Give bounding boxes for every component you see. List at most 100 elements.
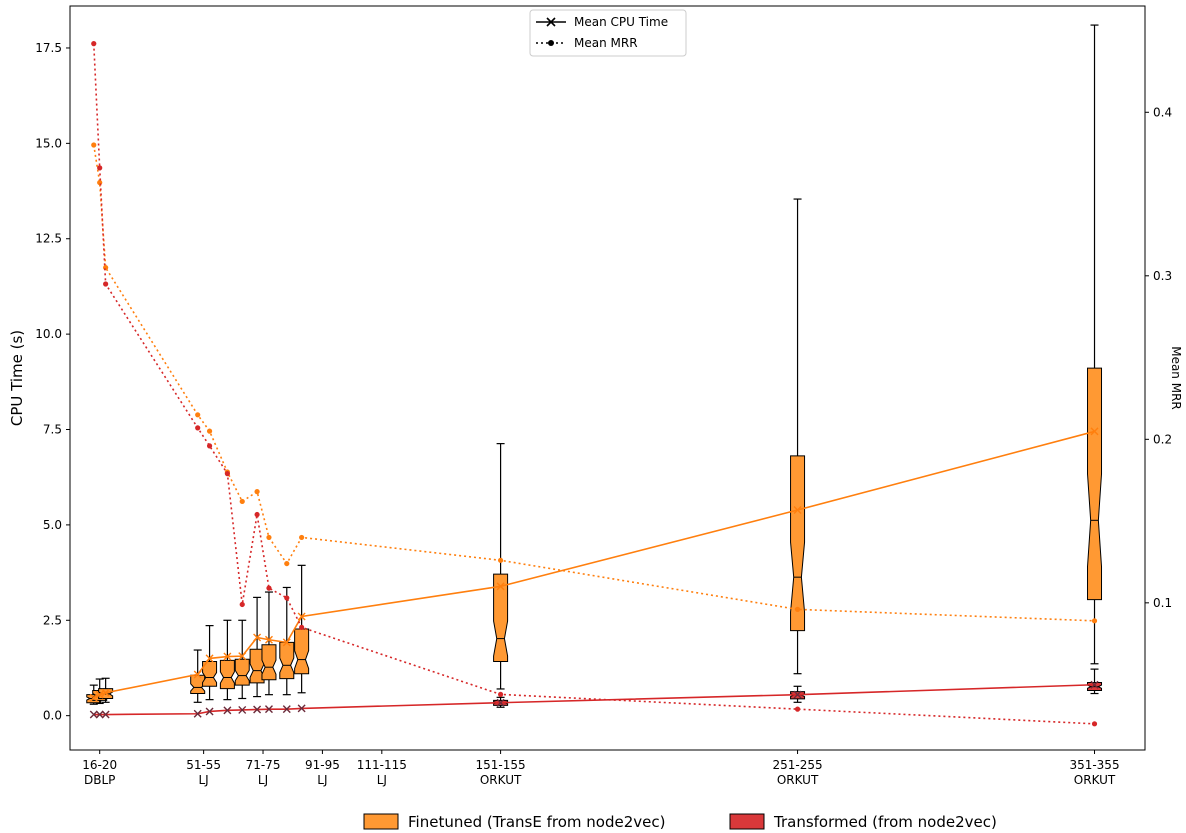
right-y-axis: 0.1 0.2 0.3 0.4 xyxy=(1145,105,1172,610)
box xyxy=(493,573,509,662)
box xyxy=(234,658,250,686)
x-tick-label: 71-75 xyxy=(246,758,281,772)
mean-cpu-point xyxy=(282,638,291,647)
mean-cpu-point xyxy=(223,706,232,715)
x-tick-label: 51-55 xyxy=(186,758,221,772)
box xyxy=(1087,367,1103,601)
mean-cpu-point xyxy=(238,705,247,714)
mean-cpu-point xyxy=(264,635,273,644)
left-y-tick-label: 5.0 xyxy=(43,518,62,532)
mean-mrr-point xyxy=(195,425,201,431)
transformed-mean-cpu-line xyxy=(89,680,1099,719)
mean-mrr-legend-label: Mean MRR xyxy=(574,36,638,50)
right-y-axis-label: Mean MRR xyxy=(1169,346,1183,410)
left-y-tick-label: 0.0 xyxy=(43,709,62,723)
mean-mrr-point xyxy=(97,179,103,186)
mean-cpu-point xyxy=(205,654,214,663)
x-tick-label: 16-20 xyxy=(82,758,117,772)
x-tick-label: 91-95 xyxy=(305,758,340,772)
mean-mrr-legend-marker xyxy=(548,40,554,46)
mean-cpu-point xyxy=(1090,427,1099,436)
x-tick-label-dataset: ORKUT xyxy=(480,773,522,787)
mean-cpu-point xyxy=(297,704,306,713)
mean-cpu-point xyxy=(264,705,273,714)
mean-mrr-point xyxy=(239,498,245,505)
right-y-tick-label: 0.3 xyxy=(1153,269,1172,283)
x-tick-label-dataset: LJ xyxy=(199,773,209,787)
box xyxy=(261,644,277,681)
mean-cpu-point xyxy=(253,633,262,642)
left-y-axis: 0.0 2.5 5.0 7.5 10.0 12.5 15.0 17.5 xyxy=(35,41,70,723)
right-y-tick-label: 0.4 xyxy=(1153,105,1172,119)
mean-cpu-point xyxy=(89,710,98,719)
mean-mrr-point xyxy=(103,281,109,287)
mean-cpu-point xyxy=(253,705,262,714)
mean-mrr-point xyxy=(794,706,801,712)
mean-mrr-line xyxy=(92,43,1095,725)
mean-mrr-point xyxy=(497,557,504,563)
mean-mrr-point xyxy=(1091,618,1098,624)
left-y-tick-label: 15.0 xyxy=(35,136,62,150)
x-axis: 16-20DBLP51-55LJ71-75LJ91-95LJ111-115LJ1… xyxy=(82,750,1120,787)
mean-mrr-point xyxy=(195,412,201,418)
mean-mrr-point xyxy=(239,601,245,608)
mean-mrr-point xyxy=(284,560,290,567)
mean-cpu-point xyxy=(205,707,214,716)
legend-swatch-finetuned xyxy=(363,813,399,830)
x-tick-label: 351-355 xyxy=(1069,758,1119,772)
mean-mrr-point xyxy=(206,443,213,449)
mean-cpu-point xyxy=(101,710,110,719)
plot-area xyxy=(86,24,1103,727)
left-y-tick-label: 7.5 xyxy=(43,423,62,437)
x-tick-label-dataset: ORKUT xyxy=(1074,773,1116,787)
x-tick-label: 151-155 xyxy=(476,758,526,772)
mean-mrr-point xyxy=(1091,721,1098,727)
legend-label-finetuned: Finetuned (TransE from node2vec) xyxy=(408,813,665,831)
right-y-tick-label: 0.1 xyxy=(1153,596,1172,610)
mean-cpu-point xyxy=(101,688,110,697)
mean-cpu-point xyxy=(238,652,247,661)
left-y-tick-label: 17.5 xyxy=(35,41,62,55)
x-tick-label-dataset: LJ xyxy=(377,773,387,787)
mean-cpu-point xyxy=(95,710,104,719)
finetuned-mean-mrr-line xyxy=(91,142,1098,624)
mean-mrr-point xyxy=(91,142,97,148)
left-y-tick-label: 12.5 xyxy=(35,232,62,246)
mean-legend-frame xyxy=(529,9,687,57)
legend-swatch-transformed xyxy=(729,813,765,830)
mean-cpu-point xyxy=(95,690,104,699)
mean-mrr-point xyxy=(266,534,272,541)
mean-cpu-point xyxy=(496,582,505,591)
mean-cpu-point xyxy=(1090,680,1099,689)
mean-cpu-line xyxy=(93,430,1095,699)
mean-cpu-legend-label: Mean CPU Time xyxy=(574,15,668,29)
x-tick-label: 251-255 xyxy=(772,758,822,772)
box xyxy=(279,641,295,680)
mean-mrr-point xyxy=(97,165,103,171)
mean-cpu-point xyxy=(193,670,202,679)
x-tick-label-dataset: DBLP xyxy=(84,773,115,787)
mean-cpu-point xyxy=(793,506,802,515)
left-y-tick-label: 2.5 xyxy=(43,613,62,627)
series-legend: Finetuned (TransE from node2vec) Transfo… xyxy=(363,813,997,831)
left-y-tick-label: 10.0 xyxy=(35,327,62,341)
x-tick-label-dataset: LJ xyxy=(317,773,327,787)
mean-mrr-point xyxy=(91,41,97,47)
mean-mrr-point xyxy=(299,624,305,630)
mean-cpu-point xyxy=(89,693,98,702)
x-tick-label-dataset: LJ xyxy=(258,773,268,787)
box xyxy=(790,455,806,632)
mean-mrr-point xyxy=(206,428,213,434)
x-tick-label: 111-115 xyxy=(357,758,407,772)
finetuned-mean-cpu-line xyxy=(89,427,1099,702)
mean-mrr-point xyxy=(224,471,230,477)
mean-mrr-point xyxy=(266,585,272,591)
mean-mrr-point xyxy=(299,534,305,541)
plot-frame xyxy=(69,5,1146,751)
mean-mrr-point xyxy=(254,489,260,495)
right-y-tick-label: 0.2 xyxy=(1153,432,1172,446)
mean-cpu-point xyxy=(793,690,802,699)
mean-cpu-point xyxy=(297,612,306,621)
